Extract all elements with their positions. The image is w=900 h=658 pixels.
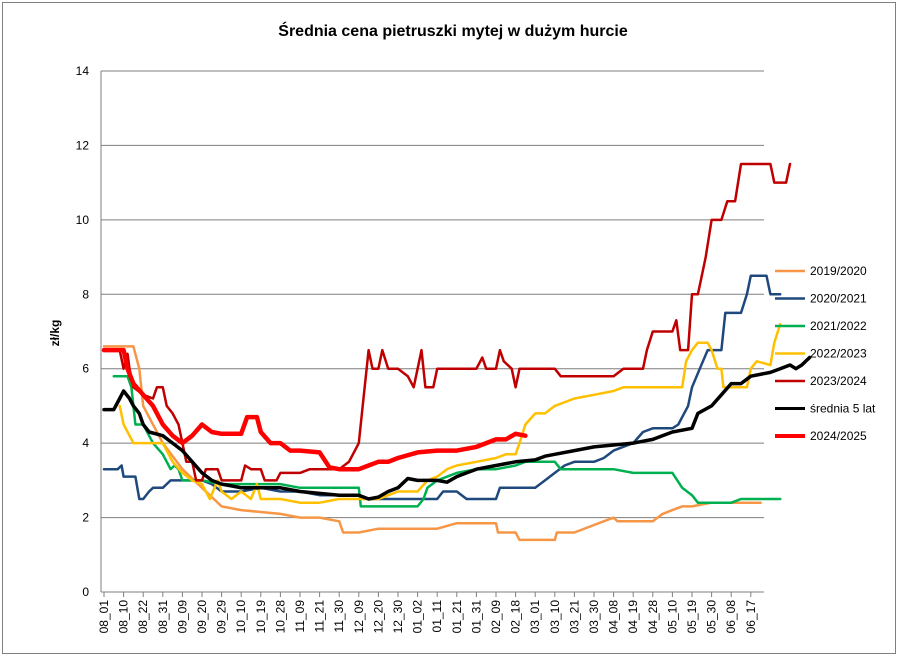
gridlines <box>100 70 764 593</box>
y-tick-label: 6 <box>82 362 89 376</box>
y-tick-label: 14 <box>76 64 90 78</box>
x-tick-labels: 08_01 08_10 08_22 08_31 09_09 09_20 09_29 10_10… <box>97 592 758 633</box>
x-tick-label: 02_18 <box>509 600 523 634</box>
series-line-5 <box>102 355 812 501</box>
y-tick-label: 4 <box>82 436 89 450</box>
legend-label: 2024/2025 <box>810 429 867 443</box>
legend-label: 2021/2022 <box>810 319 867 333</box>
x-tick-label: 03_01 <box>528 600 542 634</box>
x-tick-label: 12_20 <box>371 600 385 634</box>
legend-label: 2020/2021 <box>810 292 867 306</box>
x-tick-label: 06_17 <box>744 600 758 634</box>
series-line-2 <box>112 374 782 508</box>
y-tick-label: 12 <box>76 138 90 152</box>
x-tick-label: 11_09 <box>293 600 307 633</box>
series-line-4 <box>102 162 792 482</box>
series-lines <box>101 162 812 542</box>
x-tick-label: 05_10 <box>665 600 679 634</box>
x-tick-label: 10_19 <box>254 600 268 634</box>
x-tick-label: 10_28 <box>273 600 287 634</box>
x-tick-label: 08_31 <box>156 600 170 634</box>
series-line-6 <box>101 347 528 472</box>
x-tick-label: 08_22 <box>136 600 150 634</box>
x-tick-label: 10_10 <box>234 600 248 634</box>
y-axis-label: zł/kg <box>48 320 62 347</box>
x-tick-label: 05_19 <box>685 600 699 634</box>
x-tick-label: 03_30 <box>587 600 601 634</box>
x-tick-label: 01_11 <box>430 600 444 633</box>
x-tick-label: 04_08 <box>607 600 621 634</box>
x-tick-label: 04_19 <box>626 600 640 634</box>
chart-svg: Średnia cena pietruszki mytej w dużym hu… <box>48 21 876 633</box>
y-tick-label: 10 <box>76 213 90 227</box>
x-tick-label: 12_09 <box>352 600 366 634</box>
x-tick-label: 09_29 <box>215 600 229 634</box>
x-tick-label: 01_21 <box>450 600 464 634</box>
legend-label: 2022/2023 <box>810 347 867 361</box>
x-tick-label: 08_10 <box>117 600 131 634</box>
x-tick-label: 08_01 <box>97 600 111 634</box>
x-tick-label: 02_09 <box>489 600 503 634</box>
chart-title: Średnia cena pietruszki mytej w dużym hu… <box>278 21 628 40</box>
x-tick-label: 03_10 <box>548 600 562 634</box>
x-tick-label: 09_20 <box>195 600 209 634</box>
x-tick-label: 05_30 <box>705 600 719 634</box>
x-tick-label: 06_08 <box>724 600 738 634</box>
series-line-1 <box>102 274 782 501</box>
legend-label: średnia 5 lat <box>810 402 876 416</box>
legend-label: 2023/2024 <box>810 374 867 388</box>
x-tick-label: 09_09 <box>175 600 189 634</box>
y-tick-label: 2 <box>82 511 89 525</box>
x-tick-label: 04_28 <box>646 600 660 634</box>
y-tick-labels: 0 2 4 6 8 10 12 14 <box>76 64 90 599</box>
x-tick-label: 01_02 <box>411 600 425 634</box>
x-tick-label: 01_31 <box>469 600 483 634</box>
y-tick-label: 8 <box>82 287 89 301</box>
legend: 2019/2020 2020/2021 2021/2022 2022/2023 2023… <box>775 264 876 443</box>
x-tick-label: 11_21 <box>313 600 327 633</box>
y-tick-label: 0 <box>82 585 89 599</box>
x-tick-label: 12_30 <box>391 600 405 634</box>
legend-label: 2019/2020 <box>810 264 867 278</box>
x-tick-label: 11_30 <box>332 600 346 633</box>
x-tick-label: 03_21 <box>567 600 581 634</box>
